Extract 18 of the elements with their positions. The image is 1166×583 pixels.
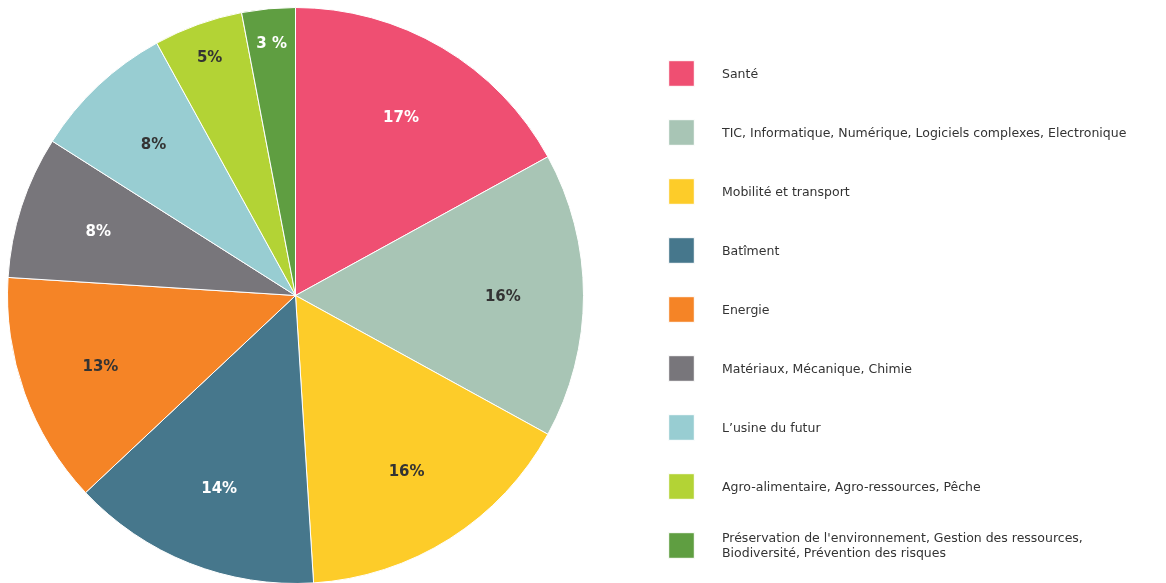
data-label: 3 % [256, 34, 288, 53]
legend-label: Energie [722, 301, 770, 317]
data-label: 16% [484, 286, 521, 305]
legend-label: Batîment [722, 242, 780, 258]
legend-label: L’usine du futur [722, 419, 821, 435]
legend-label: Préservation de l'environnement, Gestion des ressources, Biodiversité, Prévention des risques [722, 530, 1083, 560]
legend-label: Santé [722, 65, 759, 81]
data-label: 8% [140, 135, 167, 154]
data-label: 8% [85, 222, 112, 241]
data-label: 5% [196, 48, 223, 67]
data-label: 14% [201, 479, 238, 498]
data-label: 16% [388, 461, 425, 480]
data-label: 13% [82, 356, 119, 375]
legend-label: TIC, Informatique, Numérique, Logiciels complexes, Electronique [722, 124, 1127, 140]
legend-label: Agro-alimentaire, Agro-ressources, Pêche [722, 478, 981, 494]
legend-label: Matériaux, Mécanique, Chimie [722, 360, 912, 376]
legend-label: Mobilité et transport [722, 183, 850, 199]
data-label: 17% [383, 108, 420, 127]
